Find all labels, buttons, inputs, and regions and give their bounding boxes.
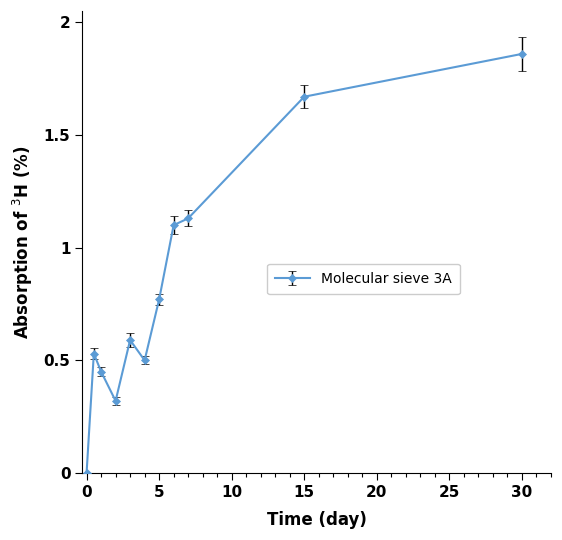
X-axis label: Time (day): Time (day) — [266, 511, 366, 529]
Y-axis label: Absorption of $^{3}$H (%): Absorption of $^{3}$H (%) — [11, 145, 35, 339]
Legend: Molecular sieve 3A: Molecular sieve 3A — [267, 264, 460, 294]
